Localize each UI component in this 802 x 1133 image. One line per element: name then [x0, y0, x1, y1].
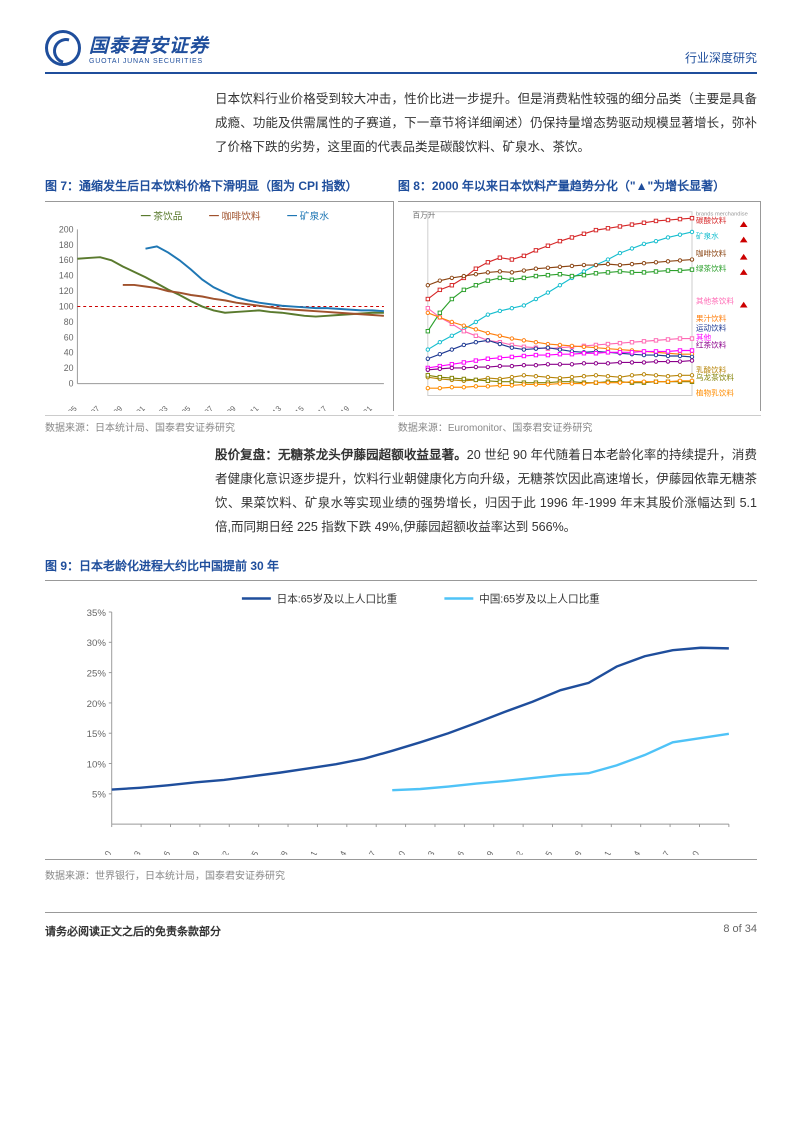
- svg-text:1990: 1990: [389, 849, 407, 855]
- chart7: ━ 茶饮品 ━ 咖啡饮料 ━ 矿泉水 0 20 40 60 80 100 120 140 160 180…: [45, 201, 394, 411]
- svg-text:━ 矿泉水: ━ 矿泉水: [287, 210, 329, 223]
- svg-text:其他茶饮料: 其他茶饮料: [696, 296, 735, 306]
- svg-text:1960: 1960: [95, 849, 113, 855]
- svg-text:2020: 2020: [683, 849, 701, 855]
- svg-text:1995: 1995: [60, 404, 79, 411]
- svg-text:35%: 35%: [87, 608, 107, 619]
- svg-text:咖啡饮料: 咖啡饮料: [696, 248, 727, 258]
- svg-text:1972: 1972: [213, 849, 231, 855]
- fig8-source: 数据来源：Euromonitor、国泰君安证券研究: [398, 415, 761, 434]
- svg-text:2005: 2005: [536, 849, 554, 855]
- svg-text:2015: 2015: [287, 404, 306, 411]
- page-header: 国泰君安证券 GUOTAI JUNAN SECURITIES 行业深度研究: [45, 30, 757, 74]
- chart8-svg: 百万升brands merchandise碳酸饮料矿泉水咖啡饮料绿茶饮料其他茶饮…: [400, 206, 758, 407]
- para2-bold: 股价复盘：无糖茶龙头伊藤园超额收益显著。: [215, 448, 467, 462]
- svg-text:60: 60: [64, 333, 74, 343]
- footer-disclaimer: 请务必阅读正文之后的免责条款部分: [45, 923, 221, 939]
- svg-text:2017: 2017: [310, 404, 329, 411]
- logo-text-en: GUOTAI JUNAN SECURITIES: [89, 58, 209, 65]
- svg-text:10%: 10%: [87, 760, 107, 771]
- svg-text:120: 120: [59, 286, 74, 296]
- svg-text:━ 咖啡饮料: ━ 咖啡饮料: [209, 210, 261, 223]
- svg-text:2007: 2007: [196, 404, 215, 411]
- svg-text:30%: 30%: [87, 638, 107, 649]
- svg-text:2019: 2019: [333, 404, 352, 411]
- svg-text:160: 160: [59, 255, 74, 265]
- svg-text:1999: 1999: [106, 404, 125, 411]
- svg-text:中国:65岁及以上人口比重: 中国:65岁及以上人口比重: [479, 593, 600, 606]
- svg-text:40: 40: [64, 348, 74, 358]
- fig8-title: 图 8：2000 年以来日本饮料产量趋势分化（"▲"为增长显著）: [398, 177, 761, 195]
- svg-text:运动饮料: 运动饮料: [696, 323, 727, 333]
- svg-text:果汁饮料: 果汁饮料: [696, 313, 727, 323]
- svg-text:2017: 2017: [654, 849, 672, 855]
- logo-icon: [45, 30, 81, 66]
- doc-type: 行业深度研究: [685, 49, 757, 66]
- svg-text:植物乳饮料: 植物乳饮料: [696, 388, 735, 398]
- svg-text:20%: 20%: [87, 699, 107, 710]
- svg-text:140: 140: [59, 271, 74, 281]
- svg-text:1981: 1981: [301, 849, 319, 855]
- svg-text:80: 80: [64, 317, 74, 327]
- svg-text:100: 100: [59, 302, 74, 312]
- svg-text:1969: 1969: [183, 849, 201, 855]
- chart7-svg: ━ 茶饮品 ━ 咖啡饮料 ━ 矿泉水 0 20 40 60 80 100 120 140 160 180…: [45, 206, 393, 411]
- svg-text:2013: 2013: [265, 404, 284, 411]
- svg-text:1975: 1975: [242, 849, 260, 855]
- paragraph-1: 日本饮料行业价格受到较大冲击，性价比进一步提升。但是消费粘性较强的细分品类（主要…: [215, 88, 757, 159]
- svg-text:2001: 2001: [128, 404, 147, 411]
- logo: 国泰君安证券 GUOTAI JUNAN SECURITIES: [45, 30, 209, 66]
- fig7-title: 图 7：通缩发生后日本饮料价格下滑明显（图为 CPI 指数）: [45, 177, 394, 195]
- svg-text:2005: 2005: [174, 404, 193, 411]
- page-number: 8 of 34: [723, 923, 757, 939]
- chart9: 日本:65岁及以上人口比重 中国:65岁及以上人口比重 5% 10% 15% 20% 25%…: [45, 580, 757, 860]
- svg-text:1987: 1987: [360, 849, 378, 855]
- svg-text:2002: 2002: [507, 849, 525, 855]
- svg-text:绿茶饮料: 绿茶饮料: [696, 263, 727, 273]
- fig9-source: 数据来源：世界银行，日本统计局，国泰君安证券研究: [45, 864, 757, 882]
- fig9-title: 图 9：日本老龄化进程大约比中国提前 30 年: [45, 557, 757, 574]
- page-footer: 请务必阅读正文之后的免责条款部分 8 of 34: [45, 912, 757, 939]
- chart9-svg: 日本:65岁及以上人口比重 中国:65岁及以上人口比重 5% 10% 15% 20% 25%…: [45, 585, 757, 855]
- svg-text:乌龙茶饮料: 乌龙茶饮料: [696, 372, 735, 382]
- svg-text:1996: 1996: [448, 849, 466, 855]
- svg-text:2021: 2021: [355, 404, 374, 411]
- svg-text:20: 20: [64, 363, 74, 373]
- svg-text:200: 200: [59, 225, 74, 235]
- svg-text:15%: 15%: [87, 729, 107, 740]
- svg-text:1984: 1984: [330, 849, 348, 855]
- figure-row-7-8: 图 7：通缩发生后日本饮料价格下滑明显（图为 CPI 指数） ━ 茶饮品 ━ 咖啡…: [45, 177, 757, 434]
- svg-text:25%: 25%: [87, 669, 107, 680]
- svg-text:━ 茶饮品: ━ 茶饮品: [141, 210, 183, 223]
- svg-text:2003: 2003: [151, 404, 170, 411]
- fig7-source: 数据来源：日本统计局、国泰君安证券研究: [45, 415, 394, 434]
- svg-text:5%: 5%: [92, 790, 106, 801]
- svg-text:矿泉水: 矿泉水: [696, 231, 719, 241]
- chart8: 百万升brands merchandise碳酸饮料矿泉水咖啡饮料绿茶饮料其他茶饮…: [398, 201, 761, 411]
- svg-text:2009: 2009: [219, 404, 238, 411]
- svg-text:1966: 1966: [154, 849, 172, 855]
- svg-text:2011: 2011: [242, 404, 260, 411]
- svg-text:红茶饮料: 红茶饮料: [696, 340, 727, 350]
- logo-text-cn: 国泰君安证券: [89, 31, 209, 58]
- svg-text:1978: 1978: [271, 849, 289, 855]
- svg-text:碳酸饮料: 碳酸饮料: [696, 215, 727, 225]
- svg-text:2014: 2014: [624, 849, 642, 855]
- svg-text:日本:65岁及以上人口比重: 日本:65岁及以上人口比重: [277, 593, 398, 606]
- svg-text:2011: 2011: [595, 849, 613, 855]
- svg-text:180: 180: [59, 240, 74, 250]
- svg-text:0: 0: [69, 379, 74, 389]
- paragraph-2: 股价复盘：无糖茶龙头伊藤园超额收益显著。20 世纪 90 年代随着日本老龄化率的…: [215, 444, 757, 539]
- svg-text:1963: 1963: [125, 849, 143, 855]
- svg-text:1997: 1997: [83, 404, 102, 411]
- svg-text:2008: 2008: [565, 849, 583, 855]
- svg-text:1999: 1999: [477, 849, 495, 855]
- svg-text:1993: 1993: [418, 849, 436, 855]
